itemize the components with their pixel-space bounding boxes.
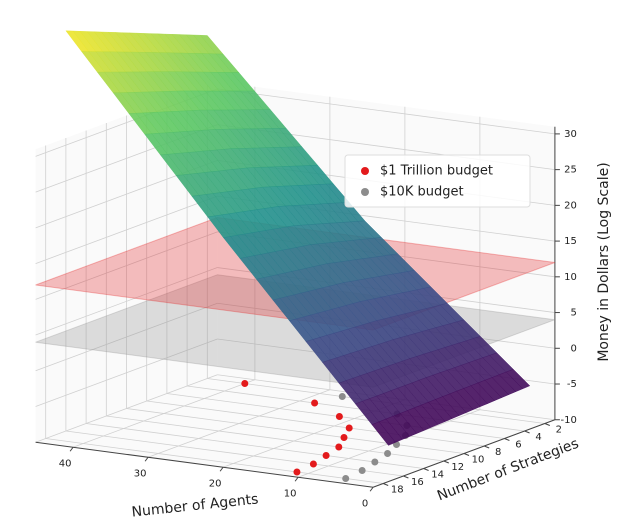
point: [384, 450, 392, 457]
point: [371, 458, 379, 466]
point: [309, 460, 317, 468]
grid-line: [35, 195, 218, 264]
point: [345, 424, 353, 432]
x-tick-label: 40: [59, 458, 72, 469]
point: [293, 468, 301, 476]
grid-line: [35, 267, 218, 336]
legend-marker: [361, 167, 369, 175]
legend-label: $1 Trillion budget: [380, 164, 493, 179]
y-tick-label: 18: [391, 485, 404, 496]
point: [340, 434, 348, 441]
point: [241, 380, 249, 387]
tick-mark: [369, 486, 374, 492]
z-tick-label: -5: [567, 379, 577, 390]
grid-line: [35, 302, 218, 372]
point: [335, 413, 343, 420]
tick-mark: [219, 466, 224, 472]
x-tick-label: 20: [209, 478, 222, 489]
z-tick-label: -10: [561, 415, 577, 426]
legend-label: $10K budget: [380, 185, 464, 200]
z-tick-label: 30: [564, 129, 577, 140]
z-axis-label: Money in Dollars (Log Scale): [596, 162, 612, 361]
legend-box: [344, 154, 531, 208]
tick-mark: [484, 445, 490, 449]
y-tick-label: 8: [495, 447, 501, 458]
axis-line: [35, 441, 374, 488]
y-tick-label: 6: [515, 440, 521, 451]
tick-mark: [544, 423, 550, 426]
grid-line: [35, 338, 218, 407]
tick-mark: [443, 460, 449, 464]
grid-line: [126, 408, 465, 454]
grid-line: [35, 374, 218, 443]
point: [311, 399, 319, 407]
grid-line: [217, 88, 555, 135]
point: [358, 467, 366, 474]
y-tick-label: 10: [472, 455, 485, 466]
z-tick-label: 10: [564, 272, 577, 283]
tick-mark: [403, 475, 409, 479]
tick-mark: [423, 468, 429, 471]
z-tick-label: 25: [564, 165, 577, 176]
y-tick-label: 12: [451, 462, 464, 473]
point: [342, 475, 350, 482]
grid-line: [65, 430, 404, 477]
tick-mark: [294, 476, 299, 482]
x-tick-label: 10: [284, 488, 297, 499]
y-tick-label: 4: [535, 432, 541, 443]
grid-line: [146, 400, 485, 447]
point: [338, 393, 346, 400]
tick-mark: [504, 438, 510, 441]
tick-mark: [383, 483, 389, 486]
tick-mark: [524, 430, 530, 434]
tick-mark: [69, 446, 74, 452]
z-tick-label: 15: [564, 236, 577, 247]
point: [322, 452, 330, 459]
x-tick-label: 0: [362, 498, 368, 509]
y-tick-label: 14: [431, 470, 444, 481]
axis-line: [372, 419, 556, 488]
x-tick-label: 30: [134, 468, 147, 479]
point: [335, 443, 343, 451]
z-tick-label: 20: [564, 200, 577, 211]
surface-patch: [371, 421, 396, 446]
tick-mark: [144, 456, 149, 462]
grid-line: [187, 385, 525, 432]
z-tick-label: 0: [571, 343, 577, 354]
legend-marker: [361, 188, 369, 196]
grid-line: [45, 438, 384, 484]
z-tick-label: 5: [571, 308, 577, 319]
x-axis-label: Number of Agents: [131, 491, 259, 520]
grid-line: [86, 423, 424, 469]
y-tick-label: 16: [411, 477, 424, 488]
legend: $1 Trillion budget $10K budget: [344, 154, 531, 208]
grid-line: [35, 231, 218, 300]
grid-line: [166, 393, 505, 439]
y-tick-label: 2: [556, 425, 562, 436]
tick-mark: [463, 453, 470, 456]
